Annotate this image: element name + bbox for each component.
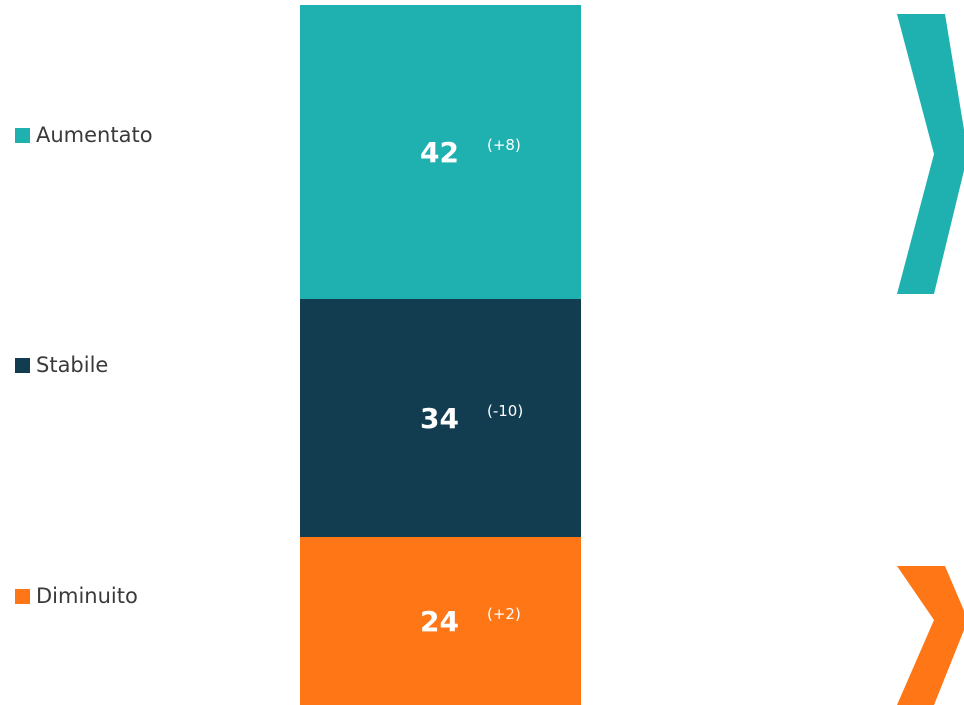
segment-value-label: 42 <box>420 136 459 169</box>
legend-swatch <box>15 128 30 143</box>
bar-segment-stabile <box>300 299 581 537</box>
legend-swatch <box>15 358 30 373</box>
legend-label: Aumentato <box>36 123 153 147</box>
legend-label: Diminuito <box>36 584 138 608</box>
legend-item-aumentato: Aumentato <box>15 125 153 146</box>
segment-delta-label: (+8) <box>487 136 521 154</box>
legend-item-diminuito: Diminuito <box>15 586 138 607</box>
chevron-right-icon <box>897 566 964 705</box>
segment-delta-label: (+2) <box>487 605 521 623</box>
segment-delta-label: (-10) <box>487 402 523 420</box>
bar-segment-aumentato <box>300 5 581 299</box>
stacked-bar <box>300 5 581 705</box>
legend-swatch <box>15 589 30 604</box>
chevron-right-icon <box>897 14 964 294</box>
segment-value-label: 34 <box>420 402 459 435</box>
segment-value-label: 24 <box>420 605 459 638</box>
legend-item-stabile: Stabile <box>15 355 108 376</box>
legend-label: Stabile <box>36 353 109 377</box>
segment-labels: 42 (+8) 34 (-10) 24 (+2) <box>420 136 523 638</box>
bar-segment-diminuito <box>300 537 581 705</box>
